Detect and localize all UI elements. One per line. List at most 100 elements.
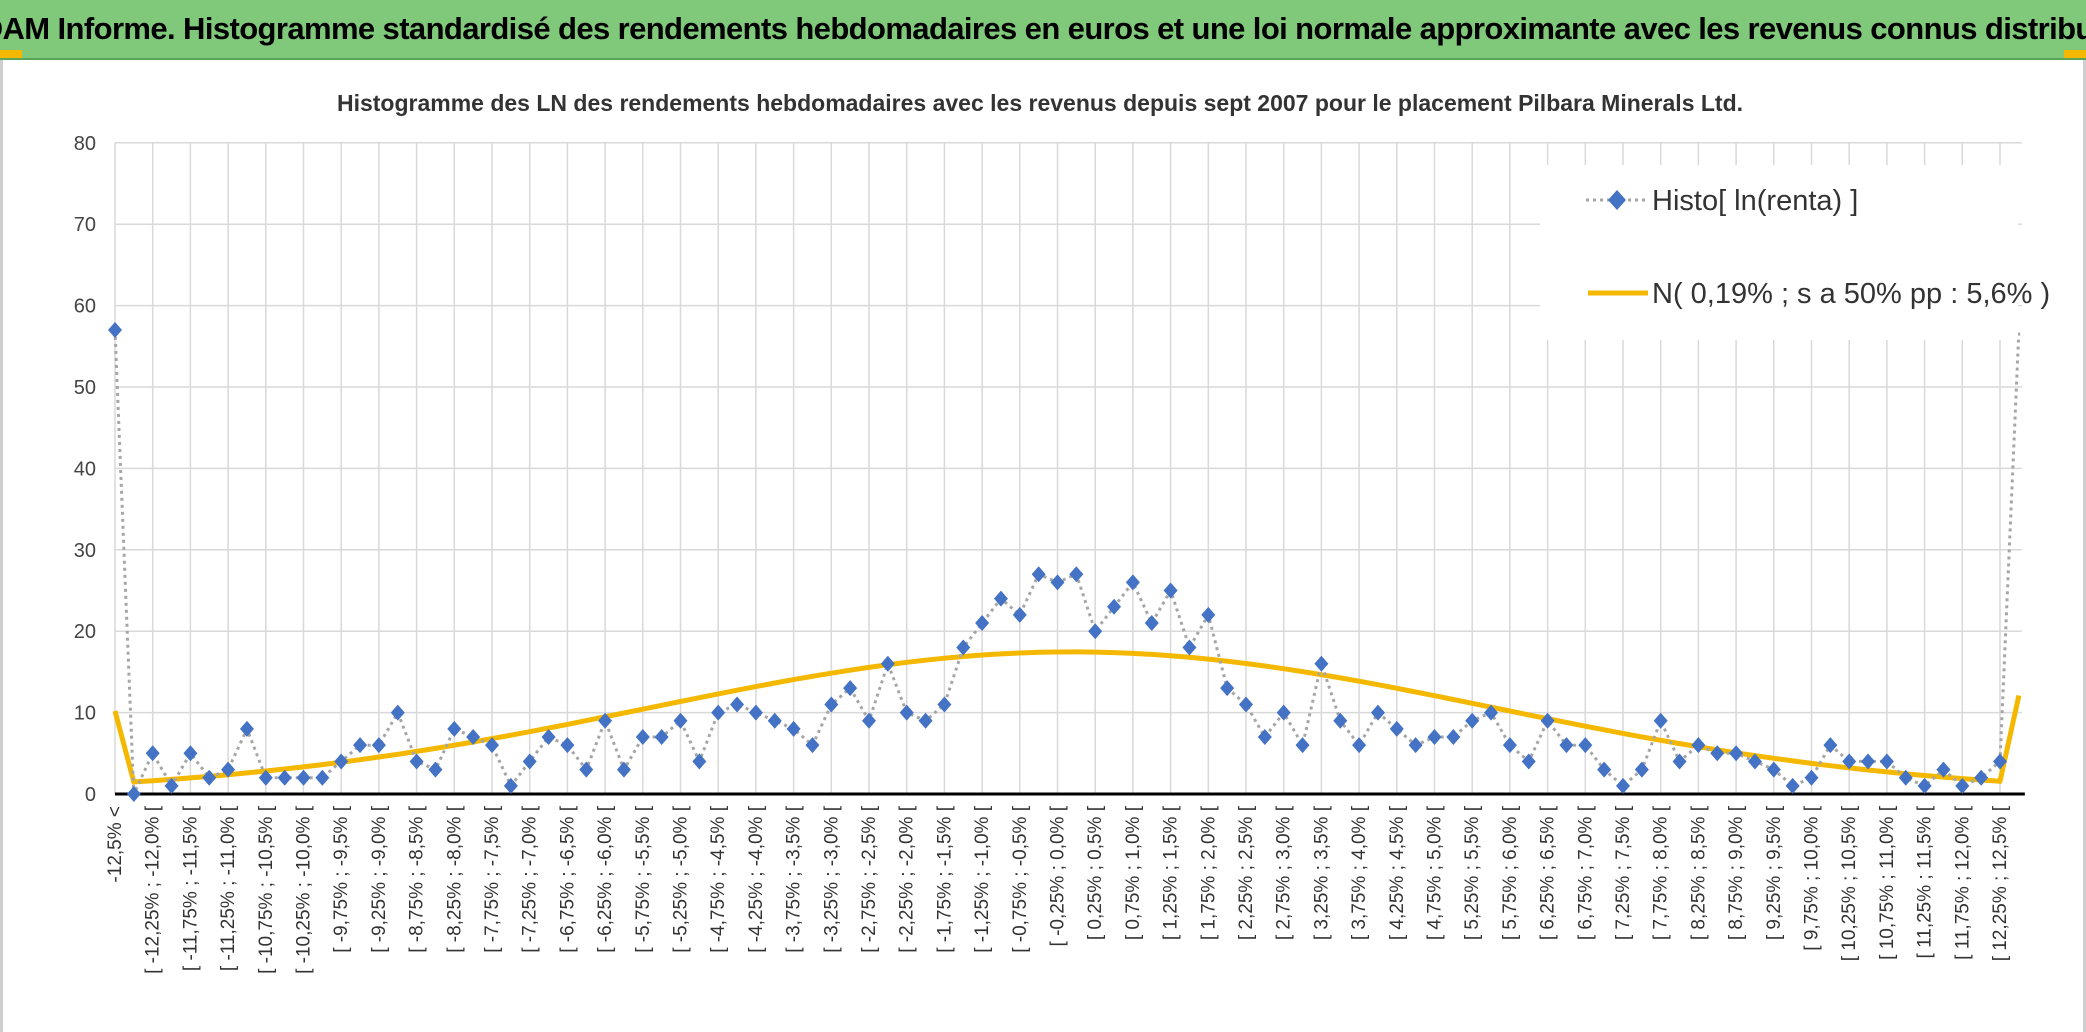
histo-data-point [1295, 737, 1310, 754]
histo-data-point [1616, 777, 1630, 794]
histo-data-point [1201, 606, 1216, 623]
histo-data-point [1163, 582, 1178, 599]
histo-data-point [1333, 712, 1348, 729]
legend-histo-marker-icon [1608, 190, 1626, 210]
frame-left [0, 60, 3, 1032]
histo-data-point [1502, 737, 1517, 754]
x-tick-label: [ -1,25% ; -1,0% [ [972, 805, 993, 953]
x-tick-label: [ 3,25% ; 3,5% [ [1311, 805, 1332, 940]
histo-data-point [1710, 745, 1725, 762]
y-tick-label: 0 [85, 784, 96, 806]
histo-data-point [767, 712, 782, 729]
histo-data-point [560, 737, 575, 754]
histo-data-point [1144, 615, 1159, 632]
histo-data-point [1220, 680, 1235, 697]
histo-data-point [993, 590, 1008, 607]
x-tick-label: [ 0,25% ; 0,5% [ [1085, 805, 1106, 940]
histo-data-point [1257, 729, 1272, 746]
histo-data-point [1069, 566, 1084, 583]
histo-data-point [1540, 712, 1555, 729]
y-tick-label: 40 [74, 458, 96, 480]
histo-data-point [1766, 761, 1781, 778]
histo-data-point [108, 322, 122, 339]
x-tick-label: [ 7,25% ; 7,5% [ [1613, 805, 1634, 940]
x-tick-label: [ -9,75% ; -9,5% [ [331, 805, 352, 953]
histo-data-point [1955, 777, 1970, 794]
report-title: ADAM Informe. Histogramme standardisé de… [0, 11, 2086, 46]
histo-data-point [1125, 574, 1140, 591]
histo-data-point [1993, 753, 2007, 770]
y-tick-label: 50 [74, 377, 96, 399]
histo-data-point [635, 729, 650, 746]
x-tick-label: [ 7,75% ; 8,0% [ [1651, 805, 1672, 940]
x-tick-label: [ -4,75% ; -4,5% [ [708, 805, 729, 953]
x-tick-label: [ 1,25% ; 1,5% [ [1161, 805, 1182, 940]
histo-data-point [485, 737, 499, 754]
report-banner: ADAM Informe. Histogramme standardisé de… [0, 0, 2086, 60]
histo-data-point [598, 712, 613, 729]
histo-data-point [447, 720, 462, 737]
legend-histo-label: Histo[ ln(renta) ] [1652, 185, 1858, 217]
x-tick-label: [ 10,25% ; 10,5% [ [1839, 805, 1860, 961]
x-axis-ticks: -12,5% < [ -12,25% ; -12,0% [[ -11,75% ; … [105, 805, 2011, 974]
x-tick-label: [ 9,75% ; 10,0% [ [1802, 805, 1823, 950]
histo-data-point [711, 704, 726, 721]
histo-data-point [956, 639, 971, 656]
histo-data-point [1936, 761, 1951, 778]
histo-data-point [937, 696, 952, 713]
x-tick-label: -12,5% < [105, 806, 126, 883]
x-tick-label: [ -6,25% ; -6,0% [ [595, 805, 616, 953]
x-tick-label: [ -4,25% ; -4,0% [ [746, 805, 767, 953]
y-tick-label: 80 [74, 133, 96, 155]
legend-normal-label: N( 0,19% ; s a 50% pp : 5,6% ) [1652, 278, 2050, 310]
histo-data-point [748, 704, 763, 721]
histo-data-point [164, 777, 179, 794]
histo-data-point [1107, 598, 1122, 615]
x-tick-label: [ 1,75% ; 2,0% [ [1198, 805, 1219, 940]
histo-data-point [730, 696, 745, 713]
histo-data-point [1861, 753, 1876, 770]
x-tick-label: [ 8,75% ; 9,0% [ [1726, 805, 1747, 940]
histo-data-point [1672, 753, 1687, 770]
histo-data-point [975, 615, 990, 632]
histo-data-point [221, 761, 236, 778]
histo-data-point [371, 737, 386, 754]
histo-data-point [1879, 753, 1894, 770]
histo-data-point [1088, 623, 1103, 640]
chart-legend: Histo[ ln(renta) ] N( 0,19% ; s a 50% pp… [1540, 165, 2050, 340]
x-tick-label: [ -2,25% ; -2,0% [ [897, 805, 918, 953]
histo-data-point [654, 729, 669, 746]
x-tick-label: [ -0,25% ; 0,0% [ [1048, 805, 1069, 946]
x-tick-label: [ -5,25% ; -5,0% [ [671, 805, 692, 953]
histo-data-point [824, 696, 839, 713]
histo-data-point [862, 712, 876, 729]
histo-data-point [1389, 720, 1404, 737]
x-tick-label: [ 11,25% ; 11,5% [ [1915, 805, 1936, 958]
histo-series-line [113, 329, 2021, 795]
histo-series-markers [108, 322, 2007, 802]
histo-data-point [1729, 745, 1744, 762]
x-tick-label: [ 8,25% ; 8,5% [ [1688, 805, 1709, 940]
histo-data-point [258, 769, 273, 786]
x-tick-label: [ -3,75% ; -3,5% [ [784, 805, 805, 953]
histo-data-point [1974, 769, 1989, 786]
histo-data-point [503, 777, 518, 794]
histo-data-point [673, 712, 688, 729]
histo-data-point [334, 753, 349, 770]
x-tick-label: [ -7,75% ; -7,5% [ [482, 805, 503, 953]
histo-data-point [1012, 606, 1027, 623]
histo-data-point [1785, 777, 1800, 794]
histo-data-point [466, 729, 481, 746]
histo-data-point [1653, 712, 1668, 729]
histo-data-point [1352, 737, 1367, 754]
histo-data-point [1898, 769, 1913, 786]
histo-data-point [409, 753, 424, 770]
histo-data-point [126, 786, 141, 802]
histo-data-point [390, 704, 405, 721]
histo-data-point [1578, 737, 1593, 754]
x-tick-label: [ 5,25% ; 5,5% [ [1462, 805, 1483, 940]
histo-data-point [1446, 729, 1461, 746]
histo-data-point [296, 769, 311, 786]
x-tick-label: [ 2,75% ; 3,0% [ [1274, 805, 1295, 940]
histo-data-point [353, 737, 368, 754]
